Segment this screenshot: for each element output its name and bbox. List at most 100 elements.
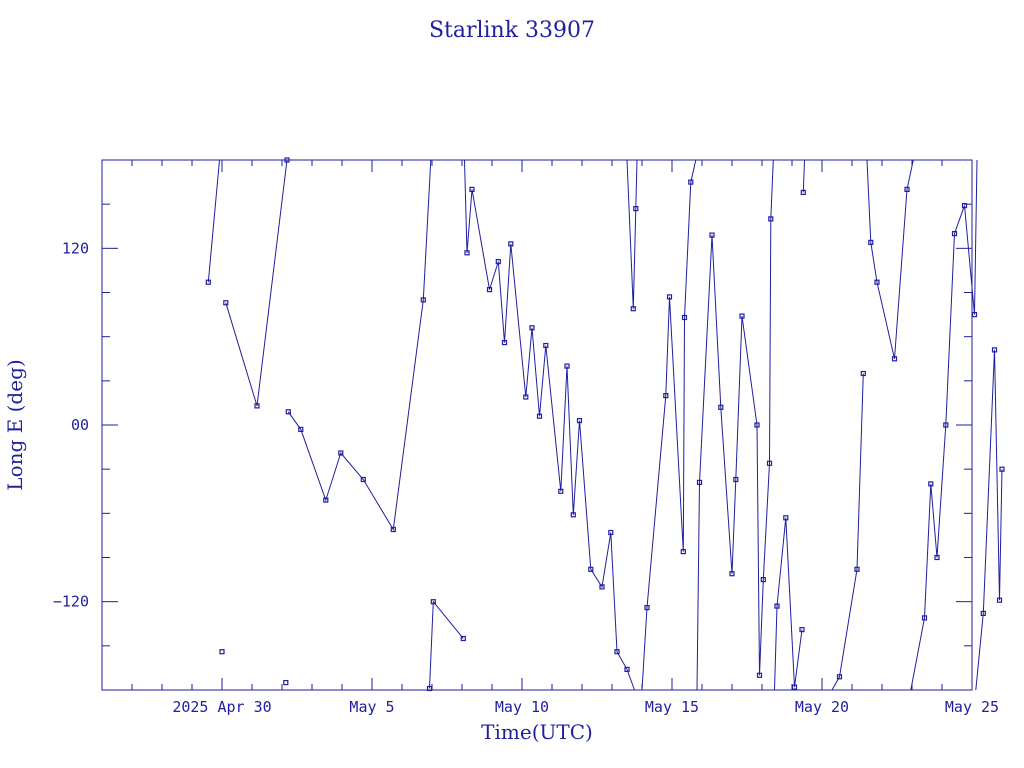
series-line xyxy=(774,517,803,691)
data-point xyxy=(576,418,583,424)
data-point xyxy=(874,279,880,285)
data-point xyxy=(760,576,766,583)
data-point xyxy=(390,526,396,533)
data-point xyxy=(756,672,763,678)
data-point xyxy=(891,356,898,362)
series-line xyxy=(207,159,220,283)
x-axis-label: Time(UTC) xyxy=(481,720,593,744)
data-point xyxy=(508,241,514,247)
data-point xyxy=(718,404,724,410)
data-point xyxy=(323,497,329,503)
data-point xyxy=(709,232,715,238)
data-point xyxy=(799,626,805,633)
data-point xyxy=(501,340,508,346)
data-point xyxy=(536,413,543,419)
data-point xyxy=(223,300,229,306)
data-point xyxy=(783,515,789,521)
series-line xyxy=(626,159,638,309)
series-line xyxy=(975,349,1003,691)
x-tick-label: May 20 xyxy=(795,698,849,716)
data-point xyxy=(543,342,549,349)
x-tick-label: May 5 xyxy=(349,698,394,716)
data-point xyxy=(999,466,1005,472)
data-point xyxy=(564,363,570,369)
data-point xyxy=(836,674,843,680)
y-axis-label: Long E (deg) xyxy=(3,359,27,490)
data-point xyxy=(558,488,564,494)
data-point xyxy=(996,597,1003,603)
data-point xyxy=(285,409,291,415)
data-point xyxy=(980,610,986,617)
data-point xyxy=(254,403,260,409)
data-point xyxy=(298,426,304,432)
data-point xyxy=(633,206,639,212)
y-tick-label: 00 xyxy=(71,416,89,434)
data-point xyxy=(928,481,934,487)
data-point xyxy=(934,554,940,561)
data-point xyxy=(608,529,614,536)
x-tick-labels: 2025 Apr 30 May 5 May 10 May 15 May 20 May 25 xyxy=(172,698,999,716)
data-point xyxy=(420,297,426,303)
data-point xyxy=(486,287,493,293)
y-tick-label: 120 xyxy=(62,239,89,257)
data-point xyxy=(791,684,798,690)
data-point xyxy=(921,615,928,621)
data-point xyxy=(430,599,436,605)
series-line xyxy=(287,159,432,531)
x-tick-label: 2025 Apr 30 xyxy=(172,698,271,716)
data-point xyxy=(529,325,535,331)
data-point xyxy=(663,393,669,399)
data-point xyxy=(768,216,774,222)
axis-ticks xyxy=(101,159,973,691)
data-point xyxy=(464,250,470,256)
series-line xyxy=(464,159,635,691)
data-point xyxy=(961,203,968,209)
data-point xyxy=(495,259,501,265)
x-tick-label: May 25 xyxy=(945,698,999,716)
data-point xyxy=(696,479,703,485)
series-line xyxy=(831,373,864,691)
data-point xyxy=(860,370,866,377)
data-point xyxy=(599,584,605,590)
data-point xyxy=(630,306,636,312)
data-point xyxy=(754,422,760,428)
data-point xyxy=(739,313,745,319)
data-point xyxy=(283,679,289,686)
data-point xyxy=(951,231,958,237)
data-point xyxy=(774,603,780,609)
data-point xyxy=(360,476,366,483)
data-point xyxy=(205,279,211,285)
data-point xyxy=(460,635,466,642)
data-point xyxy=(991,347,998,353)
data-point xyxy=(766,460,773,466)
series-points xyxy=(205,157,1005,692)
data-point xyxy=(868,239,874,245)
chart-title: Starlink 33907 xyxy=(429,18,595,43)
y-tick-label: −120 xyxy=(53,593,89,611)
plot-frame xyxy=(101,159,973,691)
series-line xyxy=(802,159,834,193)
data-point xyxy=(284,157,290,163)
data-point xyxy=(800,189,806,195)
data-point xyxy=(854,566,860,572)
data-point xyxy=(733,476,739,483)
x-tick-label: May 10 xyxy=(495,698,549,716)
data-point xyxy=(644,604,650,611)
data-point xyxy=(523,394,529,400)
data-point xyxy=(338,450,344,456)
data-point xyxy=(943,422,949,428)
series-line xyxy=(910,159,978,691)
data-point xyxy=(681,314,688,321)
data-point xyxy=(729,571,735,577)
series-line xyxy=(866,159,914,359)
data-point xyxy=(904,186,910,192)
data-point xyxy=(680,548,686,555)
y-tick-labels: 120 00 −120 xyxy=(53,239,89,610)
series-line xyxy=(225,159,288,407)
series-line xyxy=(429,600,464,689)
x-tick-label: May 15 xyxy=(645,698,699,716)
series-lines xyxy=(207,159,1003,691)
data-point xyxy=(614,649,620,655)
data-point xyxy=(219,649,225,655)
